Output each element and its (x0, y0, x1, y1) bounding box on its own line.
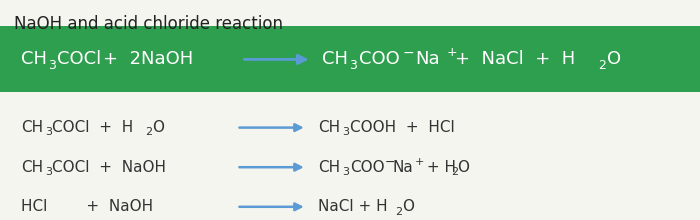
Text: −: − (402, 46, 414, 60)
Text: COCl: COCl (57, 50, 102, 68)
Text: +: + (447, 46, 457, 59)
Text: CH: CH (21, 50, 47, 68)
Text: CH: CH (21, 120, 43, 135)
Text: +: + (415, 157, 424, 167)
Text: 2: 2 (395, 207, 402, 217)
Text: O: O (607, 50, 621, 68)
Text: O: O (153, 120, 164, 135)
Text: COO: COO (359, 50, 400, 68)
Text: Na: Na (415, 50, 440, 68)
Text: O: O (402, 199, 414, 214)
Text: 3: 3 (342, 127, 349, 138)
Text: CH: CH (318, 120, 341, 135)
Text: 2: 2 (451, 167, 458, 177)
FancyBboxPatch shape (0, 26, 700, 92)
Text: 3: 3 (45, 127, 52, 138)
Text: HCl        +  NaOH: HCl + NaOH (21, 199, 153, 214)
Text: Na: Na (392, 160, 413, 175)
Text: CH: CH (21, 160, 43, 175)
Text: +  NaCl  +  H: + NaCl + H (455, 50, 575, 68)
Text: NaCl + H: NaCl + H (318, 199, 388, 214)
Text: −: − (384, 156, 395, 169)
Text: COO: COO (350, 160, 384, 175)
Text: NaOH and acid chloride reaction: NaOH and acid chloride reaction (14, 15, 283, 33)
Text: COCl  +  H: COCl + H (52, 120, 134, 135)
Text: + H: + H (422, 160, 456, 175)
Text: 3: 3 (48, 59, 55, 72)
Text: O: O (457, 160, 469, 175)
Text: COOH  +  HCl: COOH + HCl (350, 120, 455, 135)
Text: CH: CH (318, 160, 341, 175)
Text: +  2NaOH: + 2NaOH (103, 50, 193, 68)
Text: 3: 3 (349, 59, 357, 72)
Text: COCl  +  NaOH: COCl + NaOH (52, 160, 167, 175)
Text: CH: CH (322, 50, 348, 68)
Text: 2: 2 (598, 59, 606, 72)
Text: 2: 2 (146, 127, 153, 138)
Text: 3: 3 (45, 167, 52, 177)
Text: 3: 3 (342, 167, 349, 177)
